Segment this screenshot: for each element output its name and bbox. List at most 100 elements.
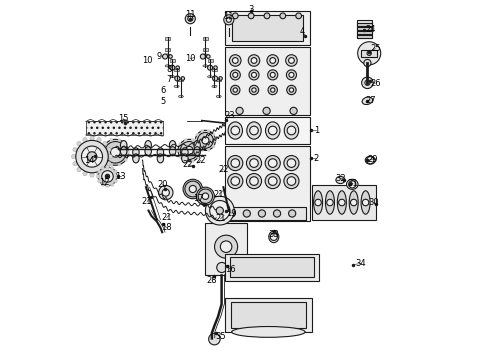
- Bar: [229, 257, 315, 277]
- Circle shape: [287, 126, 296, 135]
- Bar: [357, 20, 372, 38]
- Circle shape: [107, 147, 111, 152]
- Ellipse shape: [178, 95, 183, 98]
- Text: 28: 28: [207, 276, 217, 284]
- Circle shape: [206, 55, 210, 58]
- Text: 11: 11: [185, 10, 196, 19]
- Circle shape: [365, 80, 370, 85]
- Text: 20: 20: [158, 180, 168, 189]
- Ellipse shape: [362, 97, 373, 104]
- Circle shape: [73, 162, 77, 166]
- Circle shape: [205, 196, 234, 225]
- Circle shape: [363, 199, 369, 206]
- Circle shape: [248, 13, 254, 19]
- Circle shape: [339, 199, 345, 206]
- Circle shape: [210, 201, 230, 221]
- Circle shape: [224, 15, 234, 25]
- Text: 35: 35: [215, 332, 226, 341]
- Circle shape: [104, 141, 126, 163]
- Circle shape: [184, 159, 187, 162]
- Circle shape: [97, 138, 101, 142]
- Circle shape: [185, 14, 196, 24]
- Circle shape: [103, 141, 107, 146]
- Circle shape: [197, 156, 199, 158]
- Circle shape: [180, 141, 198, 159]
- Text: 33: 33: [269, 230, 279, 239]
- Ellipse shape: [165, 54, 170, 56]
- Text: 22: 22: [218, 165, 229, 174]
- Circle shape: [103, 167, 107, 172]
- Ellipse shape: [182, 154, 188, 163]
- Text: 25: 25: [370, 44, 381, 53]
- Circle shape: [269, 126, 277, 135]
- Circle shape: [258, 210, 266, 217]
- Circle shape: [213, 76, 218, 81]
- Text: 29: 29: [368, 154, 378, 163]
- Text: 22: 22: [196, 156, 206, 165]
- Circle shape: [251, 58, 257, 63]
- Circle shape: [73, 147, 77, 152]
- Circle shape: [124, 143, 127, 146]
- Circle shape: [118, 139, 121, 141]
- Bar: [225, 254, 319, 281]
- Bar: [357, 27, 372, 30]
- Circle shape: [207, 149, 210, 152]
- Text: 6: 6: [160, 86, 166, 95]
- Bar: [212, 69, 217, 71]
- Circle shape: [98, 167, 117, 186]
- Circle shape: [249, 85, 259, 95]
- Circle shape: [108, 154, 113, 159]
- Ellipse shape: [349, 191, 358, 214]
- Text: 11: 11: [223, 12, 234, 21]
- Text: 13: 13: [116, 172, 126, 181]
- Circle shape: [110, 183, 114, 186]
- Ellipse shape: [284, 122, 298, 139]
- Circle shape: [175, 76, 180, 81]
- Circle shape: [202, 137, 209, 144]
- Circle shape: [228, 156, 243, 171]
- Circle shape: [103, 143, 106, 146]
- Bar: [225, 47, 310, 115]
- Circle shape: [114, 179, 118, 183]
- Bar: [165, 48, 170, 51]
- Ellipse shape: [203, 54, 208, 56]
- Text: 26: 26: [370, 79, 381, 88]
- Ellipse shape: [174, 85, 179, 87]
- Bar: [225, 11, 310, 45]
- Circle shape: [101, 151, 104, 154]
- Ellipse shape: [157, 154, 164, 163]
- Bar: [203, 48, 208, 51]
- Text: 19: 19: [226, 209, 237, 217]
- Circle shape: [170, 65, 175, 70]
- Bar: [357, 31, 372, 34]
- Circle shape: [176, 66, 179, 69]
- Circle shape: [169, 55, 172, 58]
- Ellipse shape: [228, 122, 243, 139]
- Bar: [225, 146, 310, 221]
- Circle shape: [181, 77, 185, 80]
- Circle shape: [250, 126, 258, 135]
- Circle shape: [228, 210, 235, 217]
- Circle shape: [250, 159, 258, 167]
- Circle shape: [110, 163, 113, 166]
- Circle shape: [265, 174, 280, 189]
- Text: 18: 18: [161, 223, 172, 232]
- Circle shape: [179, 143, 182, 145]
- Circle shape: [232, 13, 238, 19]
- Circle shape: [267, 55, 278, 66]
- Ellipse shape: [361, 191, 370, 214]
- Circle shape: [367, 51, 371, 55]
- Circle shape: [196, 130, 216, 150]
- Ellipse shape: [203, 65, 208, 67]
- Circle shape: [236, 107, 243, 114]
- Text: 21: 21: [161, 213, 172, 222]
- Ellipse shape: [365, 156, 375, 164]
- Circle shape: [185, 181, 201, 197]
- Circle shape: [264, 13, 270, 19]
- Circle shape: [231, 85, 240, 95]
- Ellipse shape: [145, 140, 151, 150]
- Bar: [165, 37, 170, 40]
- Ellipse shape: [212, 85, 217, 87]
- Text: 9: 9: [157, 52, 162, 61]
- Bar: [216, 79, 221, 81]
